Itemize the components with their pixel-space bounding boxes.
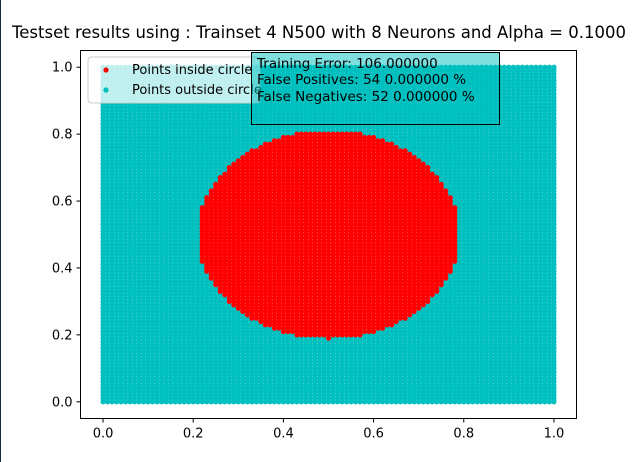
window-edge — [0, 0, 1, 462]
chart-title: Testset results using : Trainset 4 N500 … — [12, 23, 626, 42]
